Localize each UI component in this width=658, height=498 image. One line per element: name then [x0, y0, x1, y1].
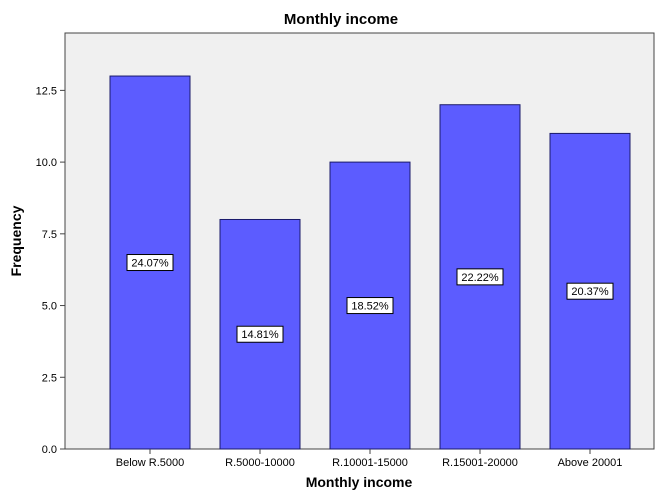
data-label-box [126, 254, 174, 272]
y-tick-label: 5.0 [42, 301, 57, 313]
data-label-box [456, 268, 504, 286]
y-tick-label: 12.5 [36, 85, 57, 97]
data-label: 14.81% [241, 329, 279, 341]
y-tick-label: 2.5 [42, 372, 57, 384]
x-tick-label: Below R.5000 [116, 457, 185, 469]
x-tick-label: R.10001-15000 [332, 457, 408, 469]
data-label-box [346, 297, 394, 315]
data-label-box [236, 325, 284, 343]
chart-title: Monthly income [284, 11, 398, 28]
x-tick-label: R.15001-20000 [442, 457, 518, 469]
y-tick-label: 7.5 [42, 229, 57, 241]
data-label: 20.37% [571, 286, 609, 298]
data-label: 22.22% [461, 272, 499, 284]
bars-layer: 24.07% 14.81% 18.52% 22.22% 20.37% [109, 75, 631, 450]
y-axis: 0.0 2.5 5.0 7.5 10.0 12.5 [36, 85, 65, 456]
x-tick-label: Above 20001 [558, 457, 623, 469]
y-axis-title: Frequency [8, 205, 24, 276]
y-tick-label: 0.0 [42, 444, 57, 456]
data-label: 18.52% [351, 301, 389, 313]
x-tick-label: R.5000-10000 [225, 457, 295, 469]
data-label-box [566, 282, 614, 300]
x-axis-title: Monthly income [306, 474, 413, 490]
y-tick-label: 10.0 [36, 157, 57, 169]
x-axis: Below R.5000 R.5000-10000 R.10001-15000 R.1… [116, 449, 623, 469]
data-label: 24.07% [131, 258, 169, 270]
